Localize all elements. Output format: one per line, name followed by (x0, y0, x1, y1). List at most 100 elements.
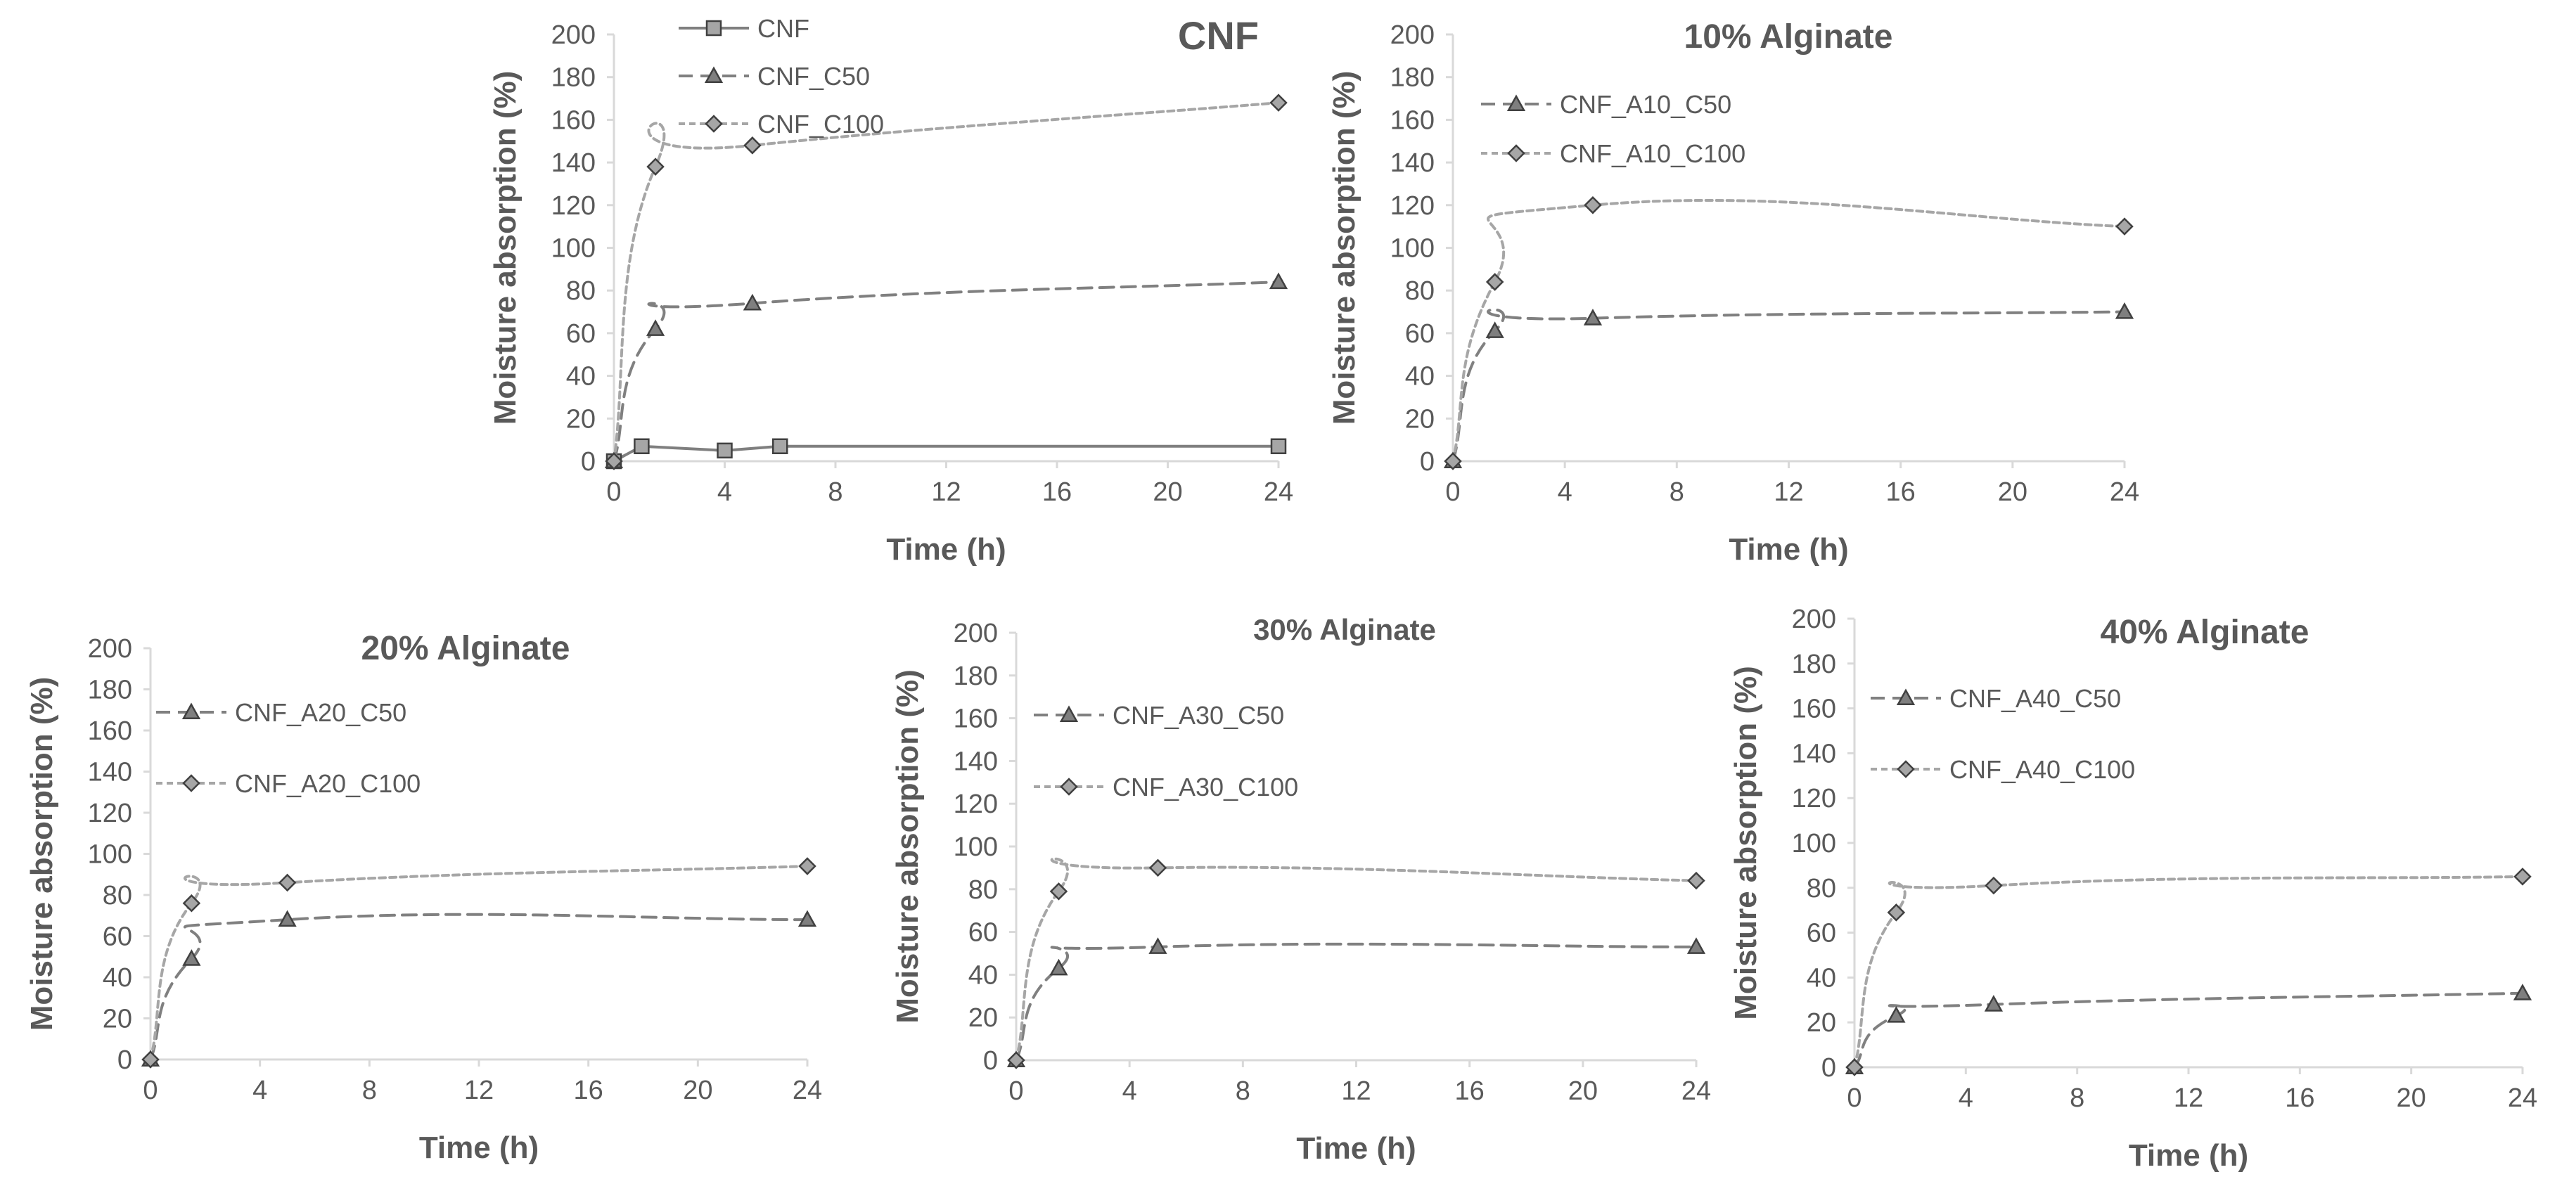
y-axis-title: Moisture absorption (%) (1729, 666, 1763, 1020)
chart-panel-1: 0 20 40 60 80 100 120 140 160 180 200 0 4 8 12 16 20 24 Ti… (488, 13, 1293, 567)
y-tick-label: 180 (954, 662, 998, 691)
data-point-CNF_A10_C50 (1485, 321, 1504, 338)
series-line-CNF (613, 444, 1280, 463)
data-point-CNF_A10_C50 (1583, 309, 1603, 326)
y-tick-label: 100 (88, 840, 132, 870)
y-tick-label: 0 (983, 1046, 998, 1076)
x-tick-label: 4 (252, 1076, 267, 1105)
legend-marker (1059, 705, 1079, 723)
x-tick-label: 16 (1886, 477, 1916, 507)
y-tick-label: 100 (954, 832, 998, 862)
y-tick-label: 100 (1792, 829, 1836, 858)
y-tick-label: 20 (1405, 404, 1435, 434)
data-point-CNF_C50 (743, 293, 762, 311)
data-point-CNF_C100 (646, 157, 665, 176)
y-tick-label: 0 (1821, 1053, 1836, 1083)
y-tick-label: 60 (1807, 919, 1836, 948)
y-tick-label: 20 (103, 1005, 132, 1034)
legend-label: CNF_C100 (757, 110, 884, 139)
series-line-CNF_A30_C50 (1015, 942, 1698, 1062)
y-tick-label: 0 (1420, 447, 1435, 477)
data-point-CNF_A40_C100 (2513, 868, 2532, 886)
x-tick-label: 4 (717, 477, 732, 507)
y-tick-label: 140 (954, 747, 998, 776)
legend-label: CNF_C50 (757, 62, 870, 91)
legend-entry-CNF_C50: CNF_C50 (679, 62, 870, 91)
y-tick-label: 160 (954, 704, 998, 734)
legend-entry-CNF_A30_C100: CNF_A30_C100 (1034, 773, 1298, 801)
y-tick-label: 160 (88, 716, 132, 746)
data-point-CNF_C100 (605, 452, 623, 470)
chart-title: 10% Alginate (1684, 18, 1893, 56)
legend-marker (1897, 760, 1915, 778)
y-tick-label: 180 (551, 63, 596, 93)
y-tick-label: 200 (1390, 20, 1435, 50)
x-tick-label: 4 (1959, 1083, 1973, 1113)
data-point-CNF_A20_C100 (278, 873, 297, 892)
legend-marker (182, 774, 200, 792)
data-point-CNF_A30_C50 (1049, 958, 1068, 976)
data-point-CNF_A20_C100 (182, 894, 201, 913)
legend-entry-CNF_A40_C100: CNF_A40_C100 (1871, 755, 2135, 784)
y-tick-label: 80 (103, 881, 132, 910)
data-point-CNF_A10_C50 (2115, 302, 2134, 319)
legend-marker (1507, 144, 1525, 162)
legend-marker (1060, 778, 1078, 796)
x-tick-label: 8 (1236, 1076, 1250, 1106)
x-tick-label: 4 (1558, 477, 1572, 507)
legend-label: CNF_A30_C50 (1113, 701, 1284, 730)
y-tick-label: 40 (103, 963, 132, 993)
data-point-CNF_A30_C100 (1148, 858, 1167, 877)
x-tick-label: 20 (1568, 1076, 1598, 1106)
legend-label: CNF_A10_C50 (1560, 90, 1731, 119)
chart-panel-4: 0 20 40 60 80 100 120 140 160 180 200 0 4 8 12 16 20 24 Ti… (890, 613, 1711, 1166)
data-point-CNF_C100 (743, 136, 762, 155)
x-axis-title: Time (h) (886, 532, 1006, 567)
legend-marker (705, 20, 722, 37)
x-tick-label: 24 (1264, 477, 1293, 507)
chart-title: 20% Alginate (361, 630, 570, 667)
y-axis-title: Moisture absorption (%) (1327, 71, 1361, 425)
legend-entry-CNF_C100: CNF_C100 (679, 110, 884, 139)
data-point-CNF_A20_C50 (797, 910, 817, 927)
y-tick-label: 100 (1390, 234, 1435, 264)
y-tick-label: 140 (88, 758, 132, 787)
data-point-CNF_A40_C50 (1887, 1006, 1906, 1023)
x-tick-label: 12 (2174, 1083, 2203, 1113)
chart-panel-3: 0 20 40 60 80 100 120 140 160 180 200 0 4 8 12 16 20 24 Ti… (25, 630, 822, 1165)
data-point-CNF_A20_C100 (798, 857, 816, 875)
series-line-CNF_A10_C50 (1452, 308, 2126, 463)
legend-entry-CNF_A20_C50: CNF_A20_C50 (156, 698, 406, 727)
data-point-CNF_A40_C100 (1887, 903, 1906, 922)
x-tick-label: 0 (143, 1076, 158, 1105)
chart-panel-5: 0 20 40 60 80 100 120 140 160 180 200 0 4 8 12 16 20 24 Ti… (1729, 605, 2537, 1173)
y-tick-label: 100 (551, 234, 596, 264)
y-tick-label: 80 (1807, 874, 1836, 903)
data-point-CNF_A10_C100 (1485, 273, 1504, 291)
x-tick-label: 0 (606, 477, 621, 507)
legend-marker (1506, 94, 1526, 112)
x-tick-label: 0 (1008, 1076, 1023, 1106)
y-tick-label: 60 (103, 922, 132, 952)
x-tick-label: 16 (1455, 1076, 1485, 1106)
x-tick-label: 24 (2508, 1083, 2537, 1113)
y-tick-label: 180 (1390, 63, 1435, 93)
y-tick-label: 0 (117, 1045, 132, 1075)
x-tick-label: 8 (362, 1076, 377, 1105)
x-tick-label: 8 (2070, 1083, 2084, 1113)
data-point-CNF_A30_C50 (1148, 937, 1167, 954)
legend-entry-CNF_A40_C50: CNF_A40_C50 (1871, 684, 2121, 713)
series-line-CNF_A30_C100 (1015, 857, 1698, 1062)
y-tick-label: 140 (551, 148, 596, 178)
x-tick-label: 16 (2285, 1083, 2314, 1113)
data-point-CNF (717, 442, 733, 459)
data-point-CNF_C100 (1269, 94, 1288, 112)
y-tick-label: 160 (1792, 695, 1836, 724)
data-point-CNF (772, 438, 788, 455)
series-line-CNF_A10_C100 (1452, 199, 2126, 463)
data-point-CNF_A30_C100 (1007, 1051, 1025, 1069)
y-tick-label: 0 (581, 447, 596, 477)
x-tick-label: 0 (1847, 1083, 1861, 1113)
chart-title: CNF (1178, 13, 1259, 58)
data-point-CNF_C50 (646, 319, 665, 336)
